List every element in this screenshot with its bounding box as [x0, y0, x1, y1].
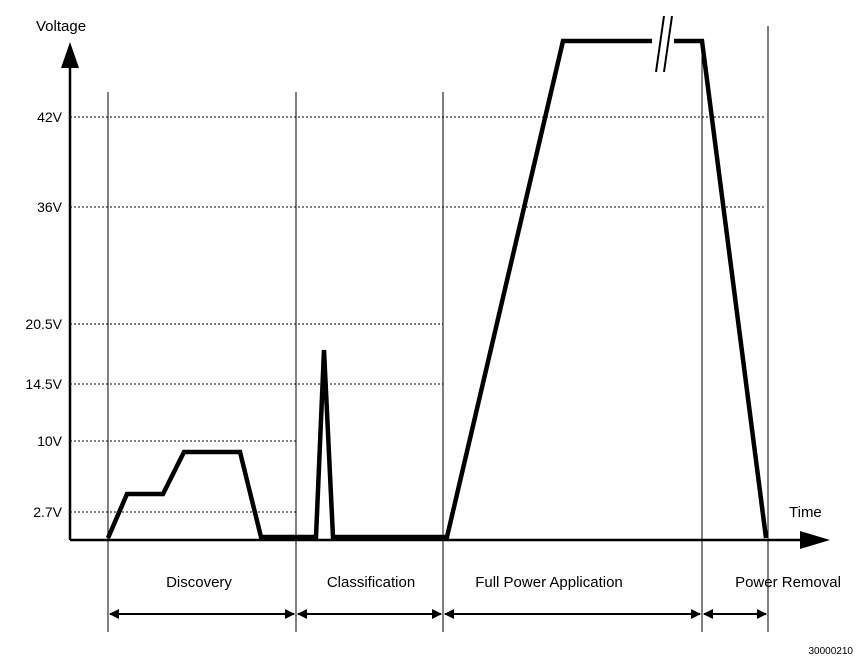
break-mark-slash-right	[663, 15, 673, 73]
time-axis-title: Time	[789, 504, 822, 521]
break-mark-slash-left	[655, 15, 665, 73]
phase-label-discovery: Discovery	[166, 574, 232, 591]
phase-label-classification: Classification	[327, 574, 415, 591]
voltage-axis-title: Voltage	[36, 18, 86, 35]
level-label-36v: 36V	[37, 199, 63, 215]
level-label-20-5v: 20.5V	[25, 316, 62, 332]
voltage-axis-arrow-icon	[61, 42, 79, 68]
phase-label-power-removal: Power Removal	[735, 574, 841, 591]
phase-label-full-power-application: Full Power Application	[475, 574, 623, 591]
break-mark-gap	[652, 34, 674, 48]
figure-id: 30000210	[809, 646, 854, 657]
level-label-2-7v: 2.7V	[33, 504, 62, 520]
voltage-waveform	[105, 38, 769, 540]
level-label-10v: 10V	[37, 433, 63, 449]
level-label-14-5v: 14.5V	[25, 376, 62, 392]
level-label-42v: 42V	[37, 109, 63, 125]
time-axis-arrow-icon	[800, 531, 830, 549]
